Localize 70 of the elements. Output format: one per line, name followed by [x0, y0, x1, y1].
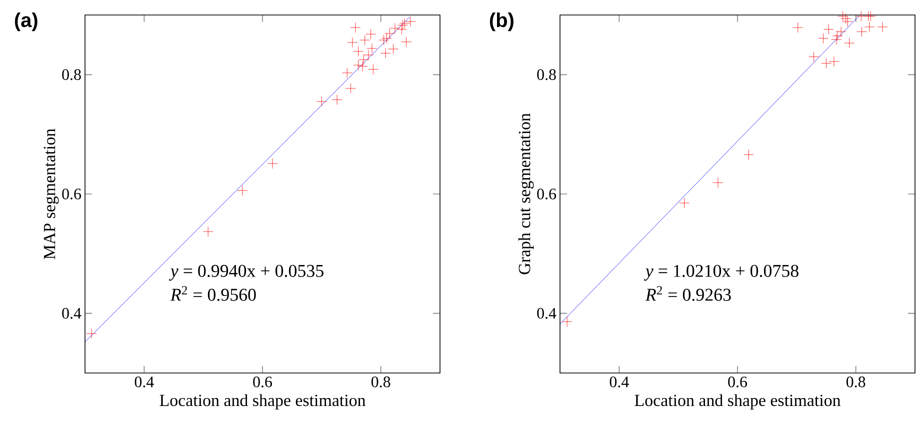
point	[388, 44, 398, 54]
point	[856, 10, 866, 22]
point	[357, 61, 368, 72]
point	[347, 37, 358, 48]
annotation: y = 1.0210x + 0.0758	[644, 264, 798, 281]
point	[237, 185, 248, 196]
annotation: R$^{2}$ = 0.9263	[645, 286, 731, 301]
point	[363, 50, 374, 60]
chart-title: (a)	[14, 12, 38, 32]
x-tick-label: 0.8	[371, 376, 390, 388]
point	[384, 28, 395, 39]
point	[832, 30, 843, 42]
y-tick-label: 0.6	[537, 188, 556, 200]
y-axis-title: Graph cut segmentation	[518, 113, 534, 274]
x-tick-label: 0.4	[134, 376, 154, 388]
point	[342, 68, 352, 78]
point	[562, 316, 572, 327]
point	[792, 22, 804, 33]
point	[267, 158, 278, 169]
point	[808, 52, 820, 62]
y-tick-label: 0.8	[62, 69, 81, 80]
y-tick-label: 0.6	[62, 188, 82, 200]
point	[368, 64, 378, 74]
point	[401, 36, 412, 48]
point	[856, 26, 867, 37]
x-axis-title: Location and shape estimation	[634, 394, 841, 410]
point	[86, 328, 97, 339]
x-tick-label: 0.4	[610, 376, 629, 388]
point	[840, 13, 851, 24]
point	[823, 24, 834, 35]
point	[877, 22, 888, 32]
point	[358, 54, 369, 65]
point	[345, 83, 356, 94]
x-axis-title: Location and shape estimation	[160, 394, 366, 410]
point	[332, 94, 342, 105]
point	[405, 16, 416, 27]
y-tick-label: 0.8	[537, 69, 556, 80]
point	[864, 22, 875, 32]
point	[360, 34, 370, 46]
y-tick-label: 0.4	[537, 308, 556, 319]
point	[821, 58, 832, 69]
point	[353, 46, 364, 57]
point	[378, 34, 389, 46]
point	[316, 96, 327, 107]
point	[202, 226, 214, 237]
chart-title: (b)	[490, 12, 514, 32]
y-tick-label: 0.4	[62, 308, 82, 319]
annotation: y = 0.9940x + 0.0535	[168, 264, 324, 281]
point	[712, 177, 724, 188]
point	[836, 26, 846, 37]
x-tick-label: 0.6	[253, 376, 272, 388]
point	[844, 38, 855, 48]
point	[679, 198, 690, 208]
point	[396, 24, 407, 35]
point	[380, 48, 391, 58]
point	[350, 22, 361, 33]
point	[366, 28, 376, 40]
point	[366, 43, 378, 54]
point	[865, 10, 876, 22]
point	[744, 149, 754, 160]
point	[831, 34, 842, 45]
point	[818, 33, 828, 44]
point	[382, 33, 392, 44]
point	[828, 56, 840, 67]
point	[353, 60, 364, 70]
y-axis-title: MAP segmentation	[44, 128, 59, 260]
x-tick-label: 0.6	[728, 376, 747, 388]
x-tick-label: 0.8	[846, 376, 866, 388]
annotation: R$^{2}$ = 0.9560	[170, 286, 256, 301]
point	[390, 22, 400, 34]
